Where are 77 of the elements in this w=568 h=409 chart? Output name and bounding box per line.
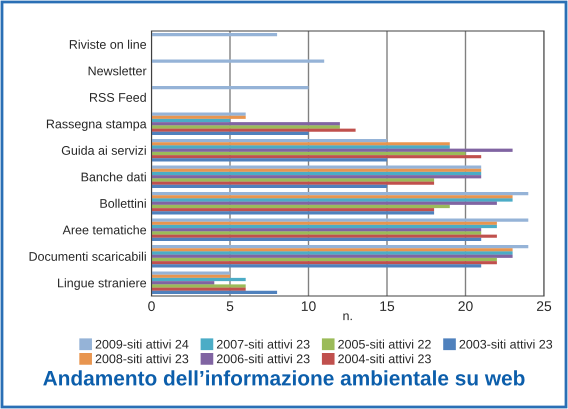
- bar: [152, 251, 513, 255]
- legend-label: 2009-siti attivi 24: [96, 339, 188, 349]
- bar: [152, 218, 528, 222]
- legend-label: 2005-siti attivi 22: [338, 339, 431, 349]
- x-tick-label: 0: [148, 301, 155, 312]
- bar: [152, 178, 434, 182]
- bar: [152, 204, 450, 208]
- x-tick-label: 20: [458, 301, 473, 312]
- bar: [152, 138, 387, 142]
- bar: [152, 192, 528, 196]
- bar: [152, 254, 513, 258]
- legend-label: 2003-siti attivi 23: [460, 339, 552, 349]
- x-tick-label: 15: [380, 301, 394, 312]
- y-tick-label: Guida ai servizi: [62, 146, 146, 155]
- bar: [152, 222, 497, 225]
- bar: [152, 32, 278, 36]
- bar: [152, 172, 482, 176]
- x-tick-label: 10: [302, 301, 316, 312]
- bar: [152, 248, 513, 252]
- y-tick-label: RSS Feed: [90, 92, 146, 102]
- bar: [152, 202, 497, 205]
- bar: [152, 142, 450, 146]
- bar: [152, 284, 246, 288]
- bar: [152, 112, 246, 116]
- bar: [152, 182, 434, 185]
- legend-label: 2008-siti attivi 23: [96, 354, 188, 364]
- bar: [152, 152, 466, 156]
- bar: [152, 244, 528, 248]
- bar: [152, 148, 513, 152]
- bar: [152, 231, 482, 235]
- y-tick-label: Bollettini: [100, 198, 146, 208]
- legend-label: 2004-siti attivi 23: [338, 354, 431, 364]
- bar: [152, 128, 356, 132]
- x-tick-label: 25: [536, 301, 552, 312]
- bar: [152, 86, 308, 90]
- bar: [152, 59, 324, 63]
- bar: [152, 145, 450, 149]
- bar: [152, 211, 434, 215]
- bar: [152, 184, 387, 188]
- y-tick-label: Lingue straniere: [58, 278, 146, 290]
- bar: [152, 274, 230, 278]
- bar: [152, 228, 482, 232]
- y-tick-label: Banche dati: [82, 172, 146, 182]
- bar: [152, 155, 482, 158]
- bar: [152, 288, 246, 291]
- bar: [152, 271, 230, 275]
- bar: [152, 118, 230, 122]
- y-tick-label: Rassegna stampa: [46, 120, 147, 131]
- bar: [152, 132, 308, 136]
- y-tick-label: Documenti scaricabili: [30, 252, 146, 261]
- bar: [152, 208, 434, 212]
- bar: [152, 116, 246, 119]
- legend-label: 2006-siti attivi 23: [216, 354, 310, 364]
- text: Andamento dell’informazione ambientale su web: [43, 370, 525, 386]
- bar: [152, 234, 497, 238]
- bar: [152, 158, 387, 162]
- legend-label: 2007-siti attivi 23: [216, 339, 310, 349]
- bar: [152, 195, 513, 198]
- bar: [152, 122, 340, 126]
- bar: [152, 261, 497, 264]
- bar: [152, 281, 214, 284]
- x-axis-title: n.: [343, 313, 352, 320]
- bar: [152, 168, 482, 172]
- bar: [152, 278, 246, 282]
- x-tick-label: 5: [226, 301, 234, 312]
- bar: [152, 125, 340, 129]
- bar: [152, 290, 278, 294]
- y-tick-label: Riviste on line: [70, 40, 146, 49]
- bar: [152, 258, 497, 262]
- y-tick-label: Newsletter: [88, 66, 146, 76]
- bar: [152, 238, 482, 242]
- y-tick-label: Aree tematiche: [62, 225, 146, 234]
- bar: [152, 165, 482, 169]
- bar: [152, 175, 482, 178]
- bar: [152, 264, 482, 268]
- bar: [152, 198, 513, 202]
- bar: [152, 224, 497, 228]
